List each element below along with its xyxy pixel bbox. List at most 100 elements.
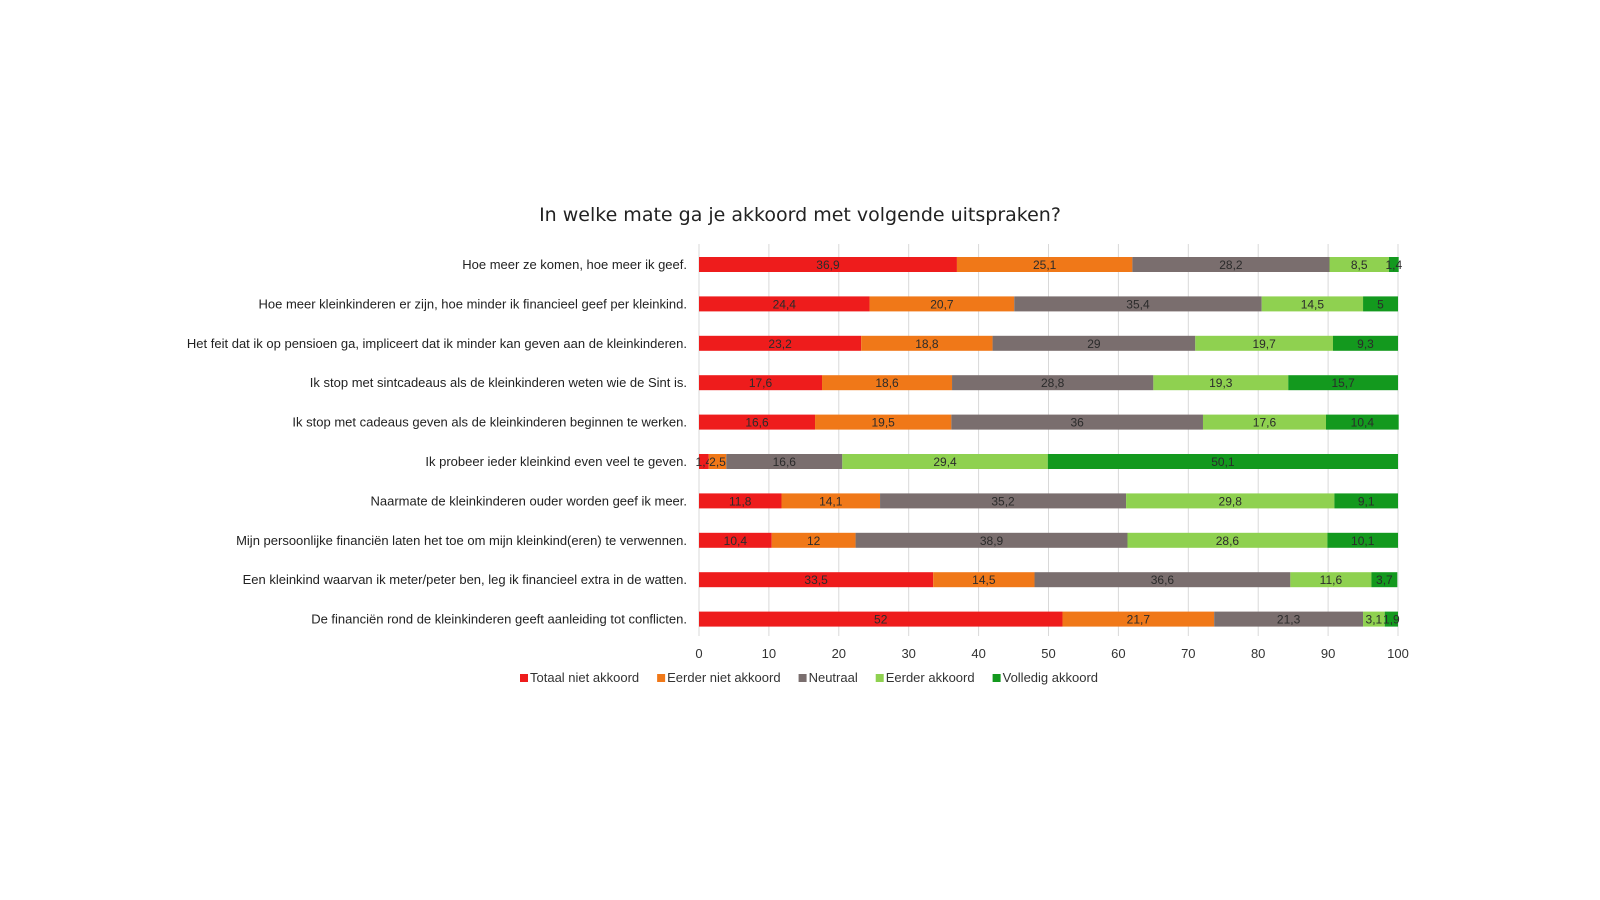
data-label: 15,7 xyxy=(1331,376,1355,390)
bar-segment xyxy=(956,257,1133,272)
x-tick-label: 50 xyxy=(1041,646,1055,661)
bar-segment xyxy=(1014,296,1262,312)
legend-swatch xyxy=(520,674,528,682)
data-label: 36 xyxy=(1070,416,1084,430)
bar-segment xyxy=(1127,532,1328,548)
data-label: 36,9 xyxy=(816,258,840,272)
bar-segment xyxy=(699,493,782,509)
data-label: 10,4 xyxy=(724,534,748,548)
bar-segment xyxy=(699,611,1063,627)
x-tick-label: 60 xyxy=(1111,646,1125,661)
bar-segment xyxy=(699,296,870,312)
x-tick-label: 70 xyxy=(1181,646,1195,661)
data-label: 21,7 xyxy=(1127,613,1151,627)
legend-swatch xyxy=(657,674,666,682)
data-label: 9,1 xyxy=(1358,494,1375,508)
x-tick-label: 10 xyxy=(762,646,776,661)
data-label: 35,2 xyxy=(991,494,1015,508)
bar-segment xyxy=(699,572,934,588)
data-label: 18,6 xyxy=(875,376,899,390)
bar-segment xyxy=(951,414,1203,430)
data-label: 17,6 xyxy=(1253,416,1277,430)
bar-segment xyxy=(855,532,1128,548)
bar-segment xyxy=(880,493,1127,509)
data-label: 33,5 xyxy=(804,573,828,587)
data-label: 9,3 xyxy=(1357,337,1374,351)
data-label: 17,6 xyxy=(749,376,773,390)
bar-segment xyxy=(1388,257,1399,272)
bar-segment xyxy=(1047,454,1398,469)
data-label: 35,4 xyxy=(1126,297,1150,311)
category-label: Naarmate de kleinkinderen ouder worden g… xyxy=(370,493,687,508)
bar-segment xyxy=(699,335,862,351)
bar-segment xyxy=(708,454,727,469)
data-label: 21,3 xyxy=(1277,613,1301,627)
bar-segment xyxy=(781,493,881,509)
bar-segment xyxy=(1202,414,1327,430)
data-label: 14,5 xyxy=(972,573,996,587)
data-label: 25,1 xyxy=(1033,258,1057,272)
bar-segment xyxy=(771,532,856,548)
legend-swatch xyxy=(798,674,807,682)
bar-segment xyxy=(861,335,993,351)
legend-label: Eerder akkoord xyxy=(886,670,975,685)
data-label: 36,6 xyxy=(1151,573,1175,587)
bar-segment xyxy=(1214,611,1364,627)
data-label: 23,2 xyxy=(768,337,792,351)
data-label: 29,4 xyxy=(933,455,957,469)
legend-label: Neutraal xyxy=(809,670,858,685)
data-label: 38,9 xyxy=(980,534,1004,548)
bar-segment xyxy=(1290,572,1372,588)
x-tick-label: 0 xyxy=(695,646,702,661)
category-label: Een kleinkind waarvan ik meter/peter ben… xyxy=(243,572,687,587)
bar-segment xyxy=(1153,375,1289,391)
data-label: 2,5 xyxy=(709,455,726,469)
bar-segment xyxy=(1261,296,1364,312)
bar-segment xyxy=(1363,611,1385,627)
data-label: 19,7 xyxy=(1252,337,1276,351)
x-tick-label: 80 xyxy=(1251,646,1265,661)
data-label: 24,4 xyxy=(773,297,797,311)
bar-segment xyxy=(933,572,1035,588)
data-label: 8,5 xyxy=(1351,258,1368,272)
legend-label: Eerder niet akkoord xyxy=(667,670,780,685)
data-label: 20,7 xyxy=(930,297,954,311)
bar-segment xyxy=(869,296,1015,312)
bar-segment xyxy=(699,257,957,272)
legend-swatch xyxy=(875,674,884,682)
data-label: 5 xyxy=(1377,297,1384,311)
data-label: 28,6 xyxy=(1216,534,1240,548)
category-label: Het feit dat ik op pensioen ga, implicee… xyxy=(187,336,687,351)
data-label: 11,6 xyxy=(1320,573,1343,587)
bar-segment xyxy=(1363,296,1398,312)
data-label: 50,1 xyxy=(1211,455,1235,469)
category-label: Ik stop met sintcadeaus als de kleinkind… xyxy=(310,375,687,390)
bar-segment xyxy=(1329,257,1389,272)
data-label: 14,5 xyxy=(1301,297,1325,311)
bar-segment xyxy=(1326,414,1399,430)
bar-segment xyxy=(699,532,772,548)
bar-segment xyxy=(822,375,953,391)
data-label: 11,8 xyxy=(729,494,752,508)
data-label: 1,9 xyxy=(1383,613,1400,627)
data-label: 10,4 xyxy=(1351,416,1375,430)
data-label: 10,1 xyxy=(1351,534,1375,548)
bar-segment xyxy=(1288,375,1398,391)
bar-segment xyxy=(842,454,1048,469)
data-label: 19,5 xyxy=(872,416,896,430)
bar-segment xyxy=(1062,611,1215,627)
data-label: 18,8 xyxy=(915,337,939,351)
bar-segment xyxy=(992,335,1196,351)
data-label: 19,3 xyxy=(1209,376,1233,390)
chart-title: In welke mate ga je akkoord met volgende… xyxy=(539,204,1061,226)
data-label: 29 xyxy=(1087,337,1101,351)
category-label: Hoe meer kleinkinderen er zijn, hoe mind… xyxy=(258,296,687,311)
data-label: 12 xyxy=(807,534,821,548)
data-label: 28,8 xyxy=(1041,376,1065,390)
category-label: Mijn persoonlijke financiën laten het to… xyxy=(236,533,687,548)
data-label: 28,2 xyxy=(1219,258,1243,272)
bar-segment xyxy=(699,375,823,391)
data-label: 16,6 xyxy=(745,416,769,430)
bar-segment xyxy=(1327,532,1398,548)
